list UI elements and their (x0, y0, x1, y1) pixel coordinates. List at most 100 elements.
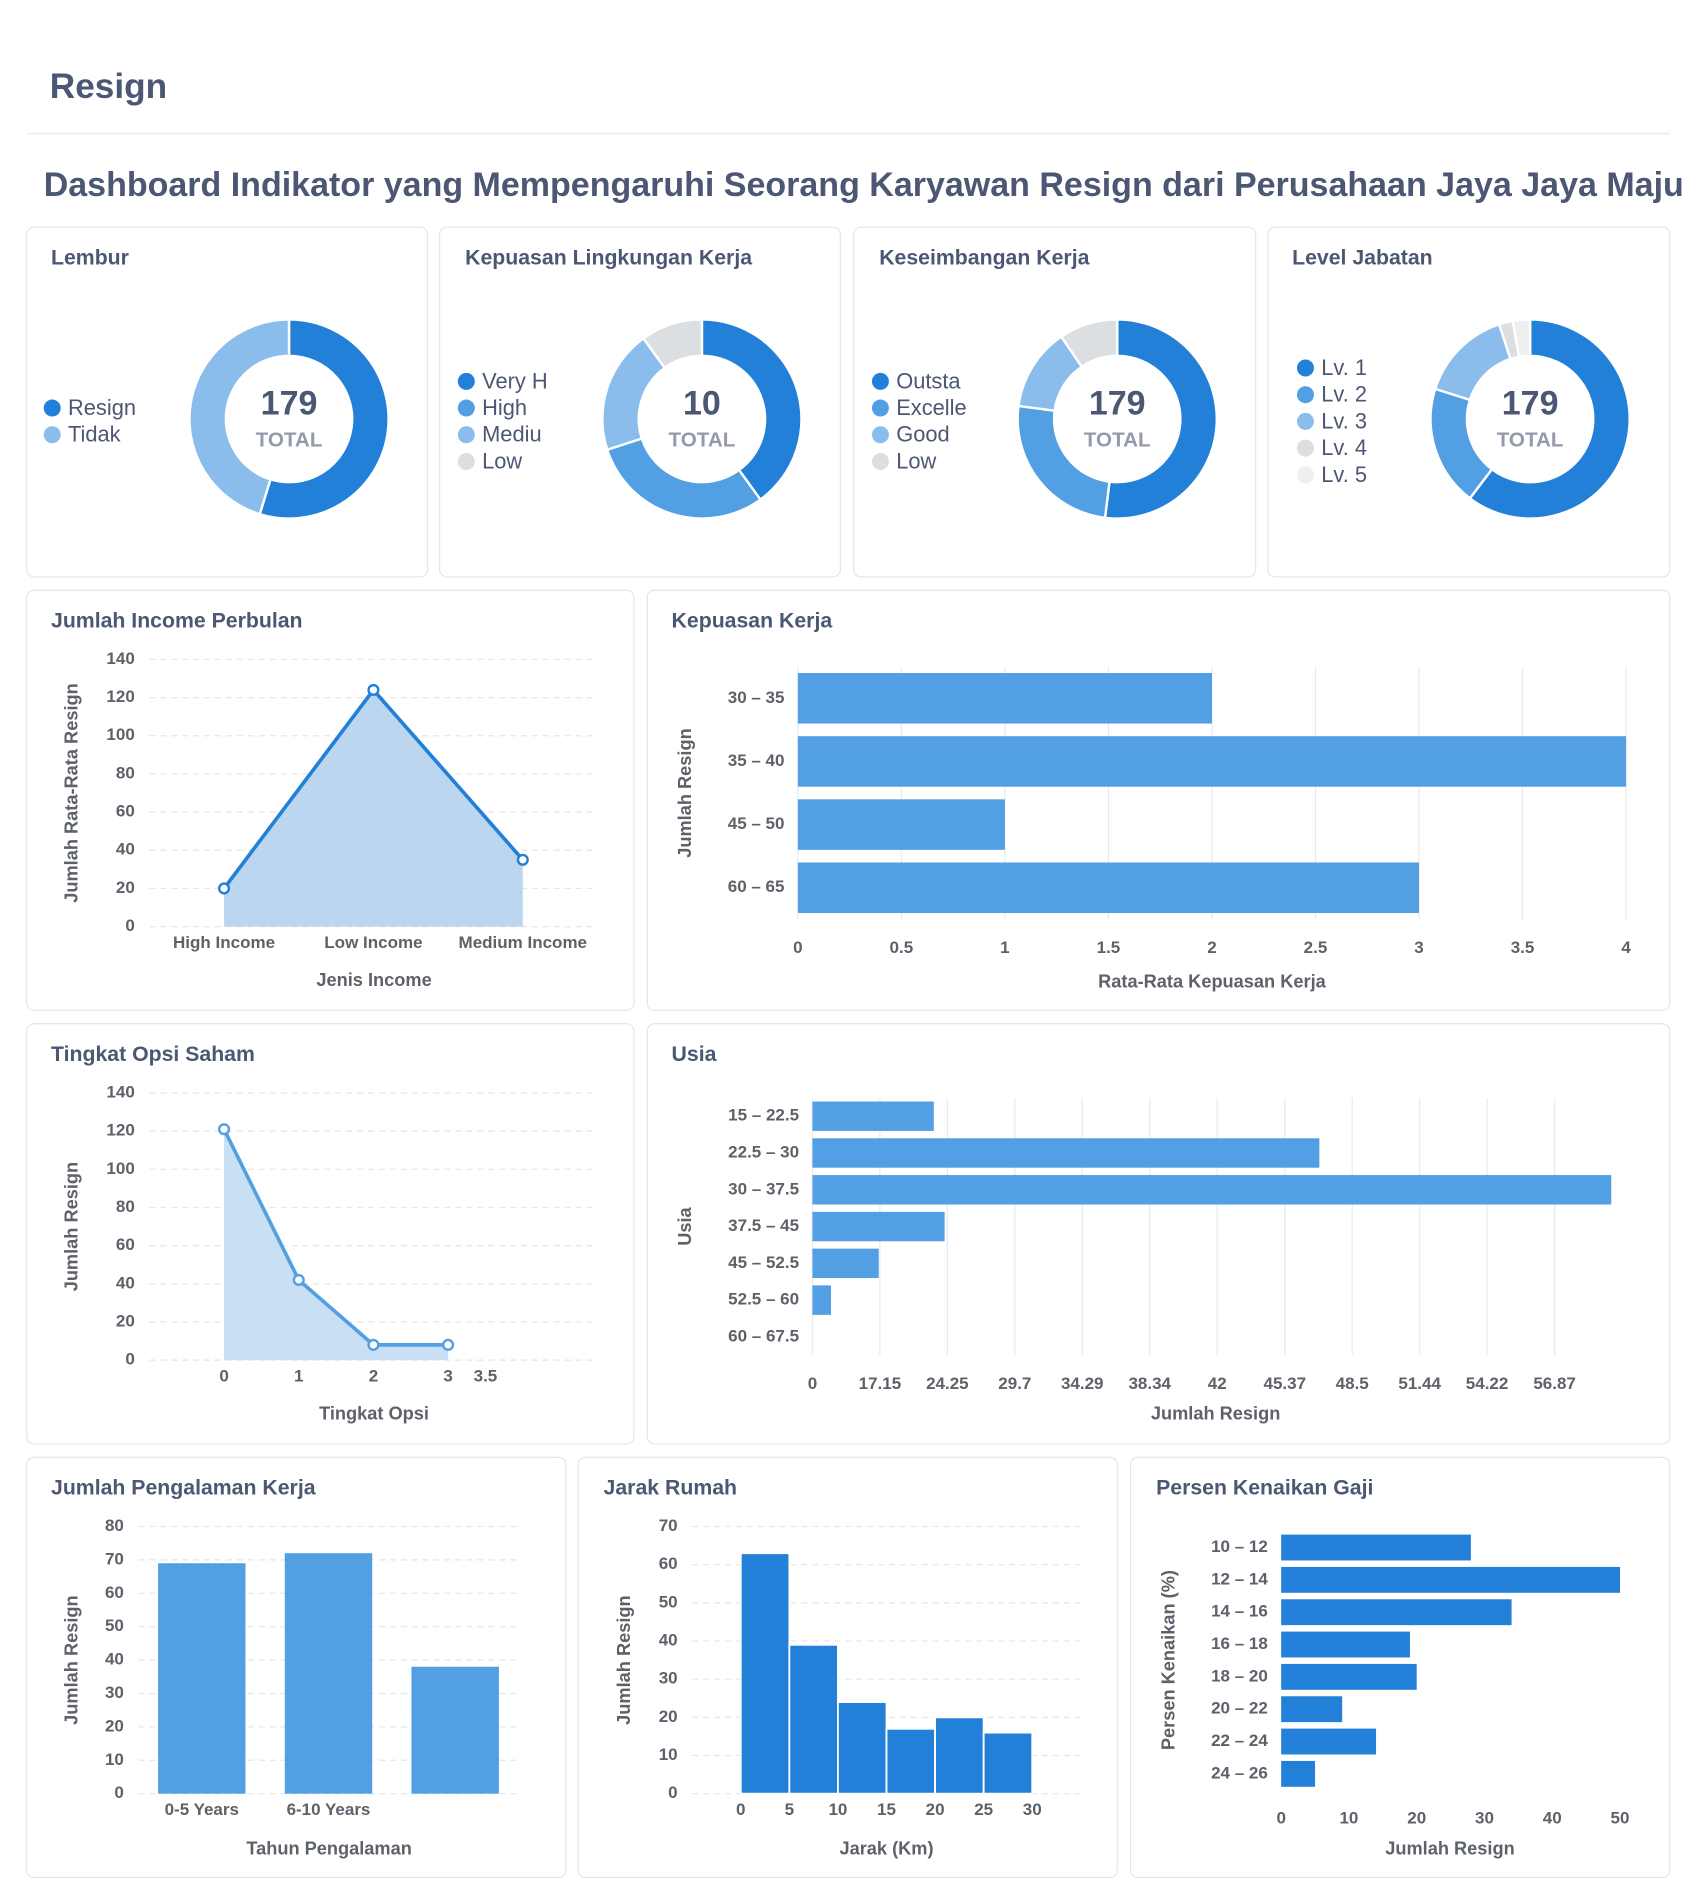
legend-label: High (482, 395, 527, 420)
legend-dot (1296, 359, 1314, 377)
legend-dot (871, 452, 889, 470)
legend-label: Tidak (68, 422, 121, 447)
x-tick-label: 2.5 (1304, 938, 1328, 957)
legend-label: Mediu (482, 422, 541, 447)
bar (797, 862, 1420, 913)
donut-total-label: TOTAL (1497, 428, 1564, 451)
x-tick-label: 20 (926, 1800, 945, 1819)
legend-dot (1296, 386, 1314, 404)
x-tick-label: 5 (785, 1800, 794, 1819)
point (516, 853, 529, 866)
y-tick-label: 120 (106, 687, 134, 706)
x-tick-label: 1 (1000, 938, 1009, 957)
legend-label: Low (896, 448, 936, 473)
legend-dot (871, 372, 889, 390)
area (224, 689, 523, 927)
bar (797, 799, 1005, 850)
x-tick-label: 48.5 (1336, 1374, 1369, 1393)
legend-dot (871, 399, 889, 417)
donut-segment (1468, 318, 1631, 520)
y-tick-label: 60 (116, 802, 135, 821)
bar (411, 1666, 499, 1794)
bar (812, 1138, 1320, 1168)
y-tick-label: 20 (659, 1707, 678, 1726)
bar (1281, 1566, 1620, 1593)
legend-dot (871, 426, 889, 444)
y-tick-label: 30 (659, 1669, 678, 1688)
x-tick-label: 29.7 (998, 1374, 1031, 1393)
y-tick-label: 0 (125, 916, 134, 935)
bar (1281, 1631, 1410, 1658)
x-tick-label: 17.15 (859, 1374, 902, 1393)
y-tick-label: 50 (105, 1616, 124, 1635)
legend-label: Lv. 3 (1321, 408, 1367, 433)
legend-dot (43, 399, 61, 417)
x-tick-label: 20 (1407, 1809, 1426, 1828)
y-axis-title: Usia (675, 1206, 695, 1245)
x-tick-label: 6-10 Years (287, 1800, 371, 1819)
legend-label: Low (482, 448, 522, 473)
x-tick-label: 56.87 (1533, 1374, 1576, 1393)
card-title: Kepuasan Kerja (672, 608, 833, 632)
legend-dot (457, 426, 475, 444)
legend-label: Outsta (896, 368, 961, 393)
legend-dot (43, 426, 61, 444)
x-axis-title: Tahun Pengalaman (246, 1838, 412, 1858)
bar (812, 1248, 879, 1279)
legend-label: Good (896, 422, 949, 447)
x-tick-label: 2 (369, 1367, 378, 1386)
y-tick-label: 50 (659, 1592, 678, 1611)
x-tick-label: 3 (1414, 938, 1423, 957)
legend-label: Excelle (896, 395, 966, 420)
x-axis-title: Jenis Income (316, 970, 431, 990)
x-tick-label: 40 (1543, 1809, 1562, 1828)
y-tick-label: 18 – 20 (1211, 1666, 1268, 1685)
card-title: Keseimbangan Kerja (879, 245, 1089, 269)
x-axis-title: Jumlah Resign (1385, 1838, 1514, 1858)
y-axis-title: Jumlah Resign (62, 1162, 82, 1291)
card-title: Level Jabatan (1292, 245, 1433, 269)
x-tick-label: 0 (793, 938, 802, 957)
donut-segment (1103, 318, 1219, 520)
y-tick-label: 80 (116, 1197, 135, 1216)
donut-total: 179 (1502, 385, 1559, 423)
y-tick-label: 10 (105, 1750, 124, 1769)
y-tick-label: 30 – 37.5 (728, 1179, 799, 1198)
donut-segment (1511, 318, 1532, 359)
y-tick-label: 10 – 12 (1211, 1537, 1268, 1556)
bar (1281, 1599, 1512, 1626)
bar (812, 1285, 832, 1315)
donut-segment (188, 318, 291, 516)
y-tick-label: 20 – 22 (1211, 1699, 1268, 1718)
y-tick-label: 0 (668, 1783, 677, 1802)
y-tick-label: 12 – 14 (1211, 1569, 1268, 1588)
y-tick-label: 100 (106, 725, 134, 744)
y-tick-label: 40 (105, 1650, 124, 1669)
legend-label: Resign (68, 395, 136, 420)
card-title: Jumlah Income Perbulan (51, 608, 303, 632)
y-tick-label: 0 (125, 1350, 134, 1369)
card-title: Lembur (51, 245, 129, 269)
x-tick-label: 0 (1276, 1809, 1285, 1828)
bar (1281, 1696, 1343, 1723)
x-tick-label: High Income (173, 933, 275, 952)
x-axis-title: Jarak (Km) (839, 1838, 933, 1858)
legend-label: Lv. 4 (1321, 435, 1367, 460)
x-tick-label: 34.29 (1061, 1374, 1104, 1393)
legend-dot (1296, 466, 1314, 484)
bar (1281, 1760, 1316, 1787)
y-tick-label: 60 – 65 (728, 877, 785, 896)
donut-segment (605, 436, 763, 520)
donut-total-label: TOTAL (668, 428, 735, 451)
card-title: Jarak Rumah (604, 1475, 737, 1499)
x-tick-label: 10 (1339, 1809, 1358, 1828)
y-tick-label: 20 (116, 878, 135, 897)
y-tick-label: 22.5 – 30 (728, 1142, 799, 1161)
y-tick-label: 30 (105, 1683, 124, 1702)
bar (158, 1563, 246, 1794)
histogram-bar (739, 1552, 791, 1795)
legend-dot (457, 372, 475, 390)
donut-total-label: TOTAL (1084, 428, 1151, 451)
x-tick-label: 3.5 (474, 1367, 498, 1386)
